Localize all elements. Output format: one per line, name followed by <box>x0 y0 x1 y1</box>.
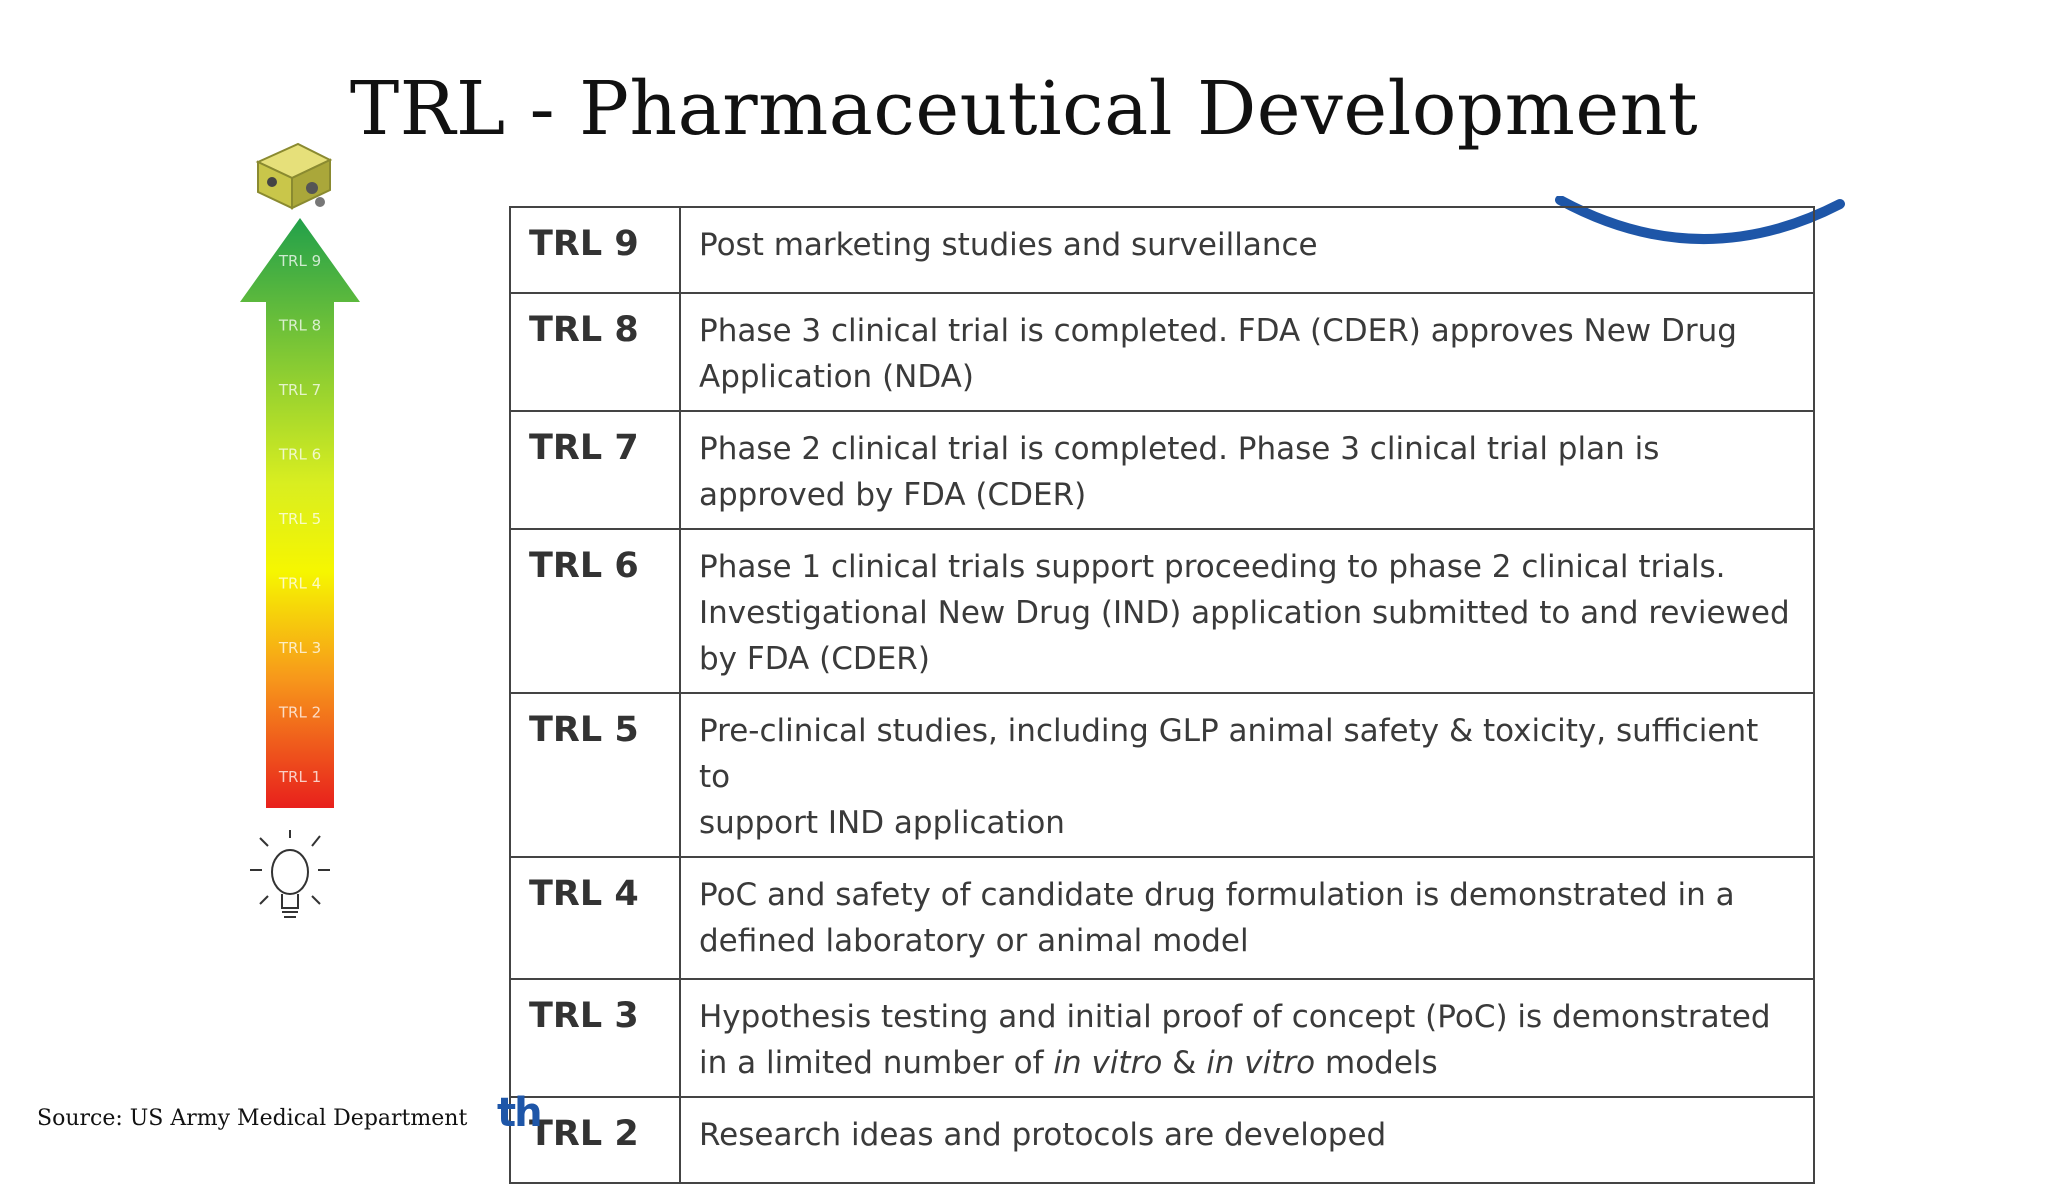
description-line-part: models <box>1315 1045 1438 1081</box>
gauge-level-label: TRL 1 <box>278 768 321 786</box>
trl-table: TRL 9 Post marketing studies and surveill… <box>509 206 1815 1184</box>
trl-gauge-arrow: TRL 9 TRL 8 TRL 7 TRL 6 TRL 5 TRL 4 TRL 3 TRL 2… <box>240 142 360 918</box>
description-line: Phase 1 clinical trials support proceedi… <box>699 549 1726 585</box>
description-line: Phase 2 clinical trial is completed. Pha… <box>699 431 1660 467</box>
table-row: TRL 6 Phase 1 clinical trials support pro… <box>509 528 1815 694</box>
description-line: support IND application <box>699 805 1065 841</box>
trl-level-label: TRL 8 <box>509 292 681 412</box>
trl-description: Pre-clinical studies, including GLP anim… <box>679 692 1815 858</box>
gauge-level-label: TRL 6 <box>278 446 321 464</box>
lightbulb-icon <box>250 830 330 918</box>
table-row: TRL 9 Post marketing studies and surveill… <box>509 206 1815 294</box>
trl-level-label: TRL 9 <box>509 206 681 294</box>
trl-level-label: TRL 6 <box>509 528 681 694</box>
gauge-level-label: TRL 9 <box>278 252 321 270</box>
description-line-part: in vitro <box>1053 1045 1163 1081</box>
trl-description: PoC and safety of candidate drug formula… <box>679 856 1815 980</box>
trl-description: Post marketing studies and surveillance <box>679 206 1815 294</box>
description-line: Pre-clinical studies, including GLP anim… <box>699 713 1759 795</box>
table-row: TRL 8 Phase 3 clinical trial is completed… <box>509 292 1815 412</box>
table-row: TRL 2 Research ideas and protocols are de… <box>509 1096 1815 1184</box>
trl-description: Phase 1 clinical trials support proceedi… <box>679 528 1815 694</box>
table-row: TRL 5 Pre-clinical studies, including GLP… <box>509 692 1815 858</box>
gauge-level-label: TRL 2 <box>278 704 321 722</box>
trl-description: Research ideas and protocols are develop… <box>679 1096 1815 1184</box>
table-row: TRL 4 PoC and safety of candidate drug fo… <box>509 856 1815 980</box>
gauge-level-label: TRL 3 <box>278 639 321 657</box>
trl-level-label: TRL 3 <box>509 978 681 1098</box>
table-row: TRL 3 Hypothesis testing and initial proo… <box>509 978 1815 1098</box>
package-icon <box>255 142 333 210</box>
description-line: Application (NDA) <box>699 359 974 395</box>
logo-mark: th <box>497 1090 543 1136</box>
description-line-part: in a limited number of <box>699 1045 1054 1081</box>
trl-description: Phase 2 clinical trial is completed. Pha… <box>679 410 1815 530</box>
gauge-level-label: TRL 7 <box>278 381 321 399</box>
description-line: approved by FDA (CDER) <box>699 477 1087 513</box>
description-line-part: & <box>1162 1045 1207 1081</box>
description-line-part: in vitro <box>1206 1045 1316 1081</box>
source-note: Source: US Army Medical Department <box>37 1106 468 1131</box>
gauge-level-label: TRL 4 <box>278 575 321 593</box>
gauge-labels: TRL 9 TRL 8 TRL 7 TRL 6 TRL 5 TRL 4 TRL 3 TRL 2… <box>278 252 321 786</box>
description-line: Post marketing studies and surveillance <box>699 227 1318 263</box>
gauge-level-label: TRL 5 <box>278 510 321 528</box>
slide-title: TRL - Pharmaceutical Development <box>349 66 1699 152</box>
gauge-level-label: TRL 8 <box>278 317 321 335</box>
table-row: TRL 7 Phase 2 clinical trial is completed… <box>509 410 1815 530</box>
trl-description: Hypothesis testing and initial proof of … <box>679 978 1815 1098</box>
trl-description: Phase 3 clinical trial is completed. FDA… <box>679 292 1815 412</box>
description-line: Investigational New Drug (IND) applicati… <box>699 595 1790 631</box>
description-line: by FDA (CDER) <box>699 641 930 677</box>
trl-level-label: TRL 5 <box>509 692 681 858</box>
description-line: Research ideas and protocols are develop… <box>699 1117 1387 1153</box>
description-line: Hypothesis testing and initial proof of … <box>699 999 1771 1035</box>
trl-level-label: TRL 7 <box>509 410 681 530</box>
description-line: Phase 3 clinical trial is completed. FDA… <box>699 313 1737 349</box>
trl-level-label: TRL 4 <box>509 856 681 980</box>
description-line: PoC and safety of candidate drug formula… <box>699 877 1735 913</box>
description-line: defined laboratory or animal model <box>699 923 1249 959</box>
